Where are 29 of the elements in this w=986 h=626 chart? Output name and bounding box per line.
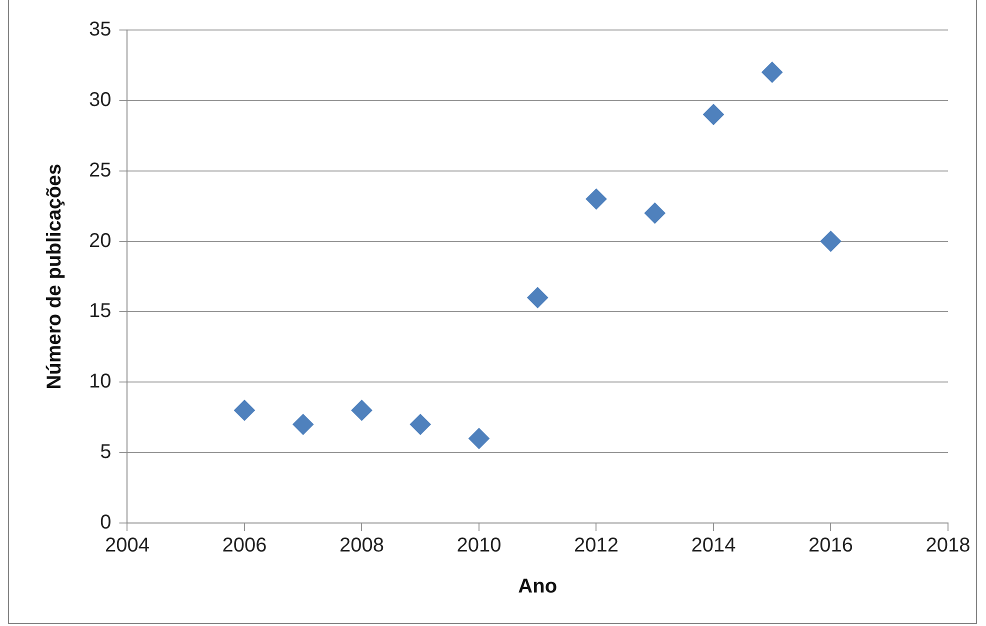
point <box>292 414 314 435</box>
y-tick-label: 10 <box>88 370 112 393</box>
point <box>762 62 783 83</box>
y-axis-title: Número de publicações <box>44 164 66 390</box>
point <box>820 230 842 252</box>
point <box>586 188 607 210</box>
point <box>644 202 666 224</box>
y-tick-label: 25 <box>88 159 112 182</box>
x-tick-label: 2008 <box>339 534 384 557</box>
x-tick-label: 2018 <box>926 534 970 557</box>
y-tick-label: 5 <box>100 441 112 464</box>
point <box>527 287 548 308</box>
y-tick-label: 30 <box>88 88 112 111</box>
point <box>703 104 724 126</box>
x-tick-label: 2006 <box>222 534 267 557</box>
x-tick-label: 2016 <box>808 534 853 557</box>
y-tick-label: 35 <box>88 18 112 41</box>
x-tick-label: 2014 <box>691 534 736 557</box>
x-tick-label: 2004 <box>104 534 150 557</box>
y-tick-label: 15 <box>88 300 112 322</box>
point <box>468 428 490 449</box>
x-tick-label: 2012 <box>574 534 618 557</box>
point <box>234 400 255 421</box>
point <box>410 414 431 435</box>
y-tick-label: 20 <box>88 230 112 252</box>
x-axis-title: Ano <box>518 576 558 598</box>
point <box>351 400 372 421</box>
y-tick-label: 0 <box>100 512 112 534</box>
x-tick-label: 2010 <box>456 534 502 557</box>
